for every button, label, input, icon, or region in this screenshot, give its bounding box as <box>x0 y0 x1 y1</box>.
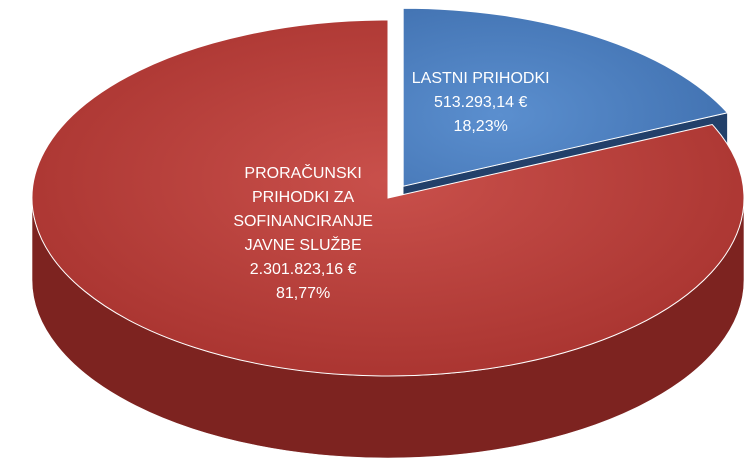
label-line: 81,77% <box>275 284 331 302</box>
data-label: LASTNI PRIHODKI 513.293,14 € 18,23% <box>386 67 576 139</box>
label-line: PRORAČUNSKI PRIHODKI ZA SOFINANCIRANJE J… <box>233 164 373 254</box>
label-line: 513.293,14 € <box>433 94 528 112</box>
data-label: PRORAČUNSKI PRIHODKI ZA SOFINANCIRANJE J… <box>218 162 388 306</box>
label-line: LASTNI PRIHODKI <box>411 70 550 88</box>
slice <box>31 19 745 377</box>
slice <box>402 7 729 187</box>
label-line: 18,23% <box>453 118 508 136</box>
label-line: 2.301.823,16 € <box>249 260 357 278</box>
